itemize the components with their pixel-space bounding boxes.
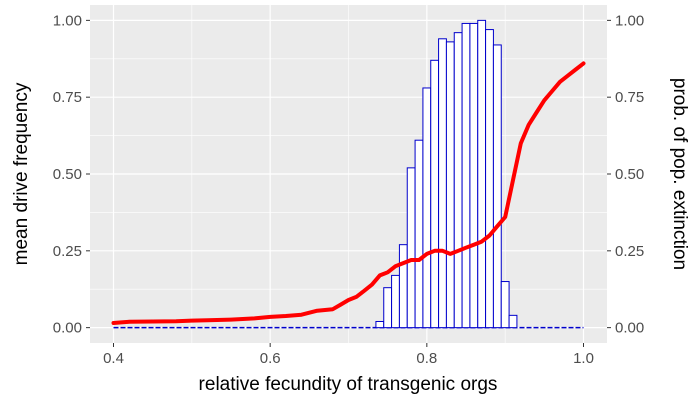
y-axis-title-right: prob. of pop. extinction — [669, 78, 690, 270]
histogram-bar — [492, 44, 502, 329]
histogram-bar — [430, 59, 440, 329]
histogram-bar — [500, 281, 510, 329]
x-tick-label: 0.8 — [416, 350, 437, 367]
y-tick-label-right: 0.50 — [615, 166, 644, 183]
y-tick-label-left: 0.50 — [53, 166, 82, 183]
y-tick-label-right: 0.25 — [615, 243, 644, 260]
histogram-bar — [485, 29, 494, 329]
histogram-bar — [445, 41, 455, 329]
histogram-bar — [398, 244, 408, 329]
histogram-bar — [477, 19, 487, 329]
histogram-bar — [461, 22, 471, 329]
y-tick-label-left: 0.75 — [53, 89, 82, 106]
y-tick-label-right: 0.00 — [615, 320, 644, 337]
histogram-bar — [422, 87, 432, 329]
axis-ticks: 0.4 0.6 0.8 1.0 0.00 0.00 0.25 0.25 0.50 0.50 0.75… — [53, 12, 644, 367]
histogram-bar — [406, 167, 416, 329]
x-tick-label: 0.6 — [260, 350, 281, 367]
y-tick-label-right: 0.75 — [615, 89, 644, 106]
histogram-bar — [438, 38, 447, 329]
y-tick-label-left: 0.00 — [53, 320, 82, 337]
histogram-bar — [375, 320, 385, 329]
histogram-bar — [453, 32, 463, 329]
x-tick-label: 1.0 — [573, 350, 594, 367]
y-tick-label-left: 1.00 — [53, 12, 82, 29]
x-tick-label: 0.4 — [103, 350, 124, 367]
histogram-bar — [469, 22, 479, 329]
y-tick-label-left: 0.25 — [53, 243, 82, 260]
histogram-bar — [414, 139, 424, 329]
histogram-bar — [391, 274, 400, 329]
histogram-bar — [508, 314, 518, 329]
extinction-line — [111, 61, 586, 325]
x-axis-title: relative fecundity of transgenic orgs — [199, 374, 498, 395]
y-axis-title-left: mean drive frequency — [11, 82, 32, 265]
y-tick-label-right: 1.00 — [615, 12, 644, 29]
histogram-bar — [383, 287, 393, 329]
extinction-probability-line — [111, 61, 586, 325]
bars — [375, 19, 518, 329]
